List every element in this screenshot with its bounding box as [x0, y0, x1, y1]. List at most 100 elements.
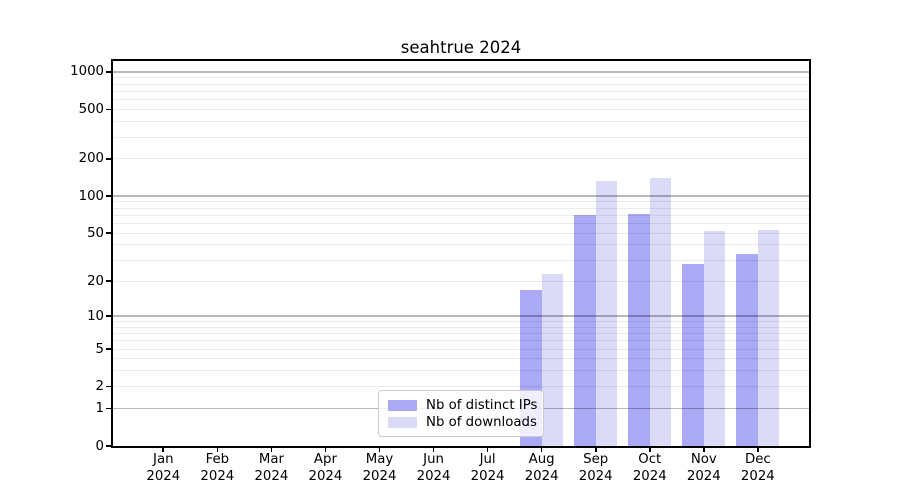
x-tick-month: Jun: [423, 452, 444, 467]
gridline-minor: [113, 358, 809, 360]
x-tick-year: 2024: [632, 468, 667, 484]
gridline-major: [113, 315, 809, 317]
x-tick-month: Feb: [205, 452, 230, 467]
bar-downloads-oct: [649, 178, 672, 446]
x-tick-label-may: May 2024: [348, 452, 412, 485]
x-tick-month: Jul: [479, 452, 496, 467]
bar-downloads-nov: [703, 231, 726, 446]
legend-item-downloads: Nb of downloads: [388, 415, 537, 430]
gridline-minor: [113, 158, 809, 160]
gridline-minor: [113, 386, 809, 388]
x-tick-month: Dec: [744, 452, 771, 467]
y-tick-label-5: 5: [95, 341, 104, 357]
gridline-minor: [113, 90, 809, 92]
grid-layer: [113, 61, 809, 446]
x-tick-label-mar: Mar 2024: [239, 452, 303, 485]
gridline-minor: [113, 280, 809, 282]
gridline-minor: [113, 214, 809, 216]
y-tick-label-100: 100: [78, 188, 104, 204]
x-tick-label-jan: Jan 2024: [131, 452, 195, 485]
x-tick-mark-nov: [702, 446, 705, 452]
gridline-minor: [113, 77, 809, 79]
bar-ips-nov: [682, 263, 704, 446]
y-tick-mark-50: [106, 232, 113, 234]
legend-label-distinct-ips: Nb of distinct IPs: [426, 398, 538, 413]
gridline-minor: [113, 244, 809, 246]
gridline-minor: [113, 370, 809, 372]
x-tick-label-nov: Nov 2024: [672, 452, 736, 485]
gridline-minor: [113, 320, 809, 322]
x-tick-label-feb: Feb 2024: [185, 452, 249, 485]
gridline-minor: [113, 332, 809, 334]
bar-downloads-dec: [757, 230, 780, 446]
x-tick-month: Oct: [638, 452, 662, 467]
y-tick-mark-2: [106, 385, 113, 388]
x-tick-mark-jul: [486, 446, 489, 452]
x-tick-label-jul: Jul 2024: [456, 452, 520, 485]
x-tick-month: Apr: [313, 452, 337, 467]
bar-ips-sep: [574, 215, 596, 446]
x-tick-mark-oct: [648, 446, 651, 452]
x-tick-year: 2024: [578, 468, 613, 484]
gridline-minor: [113, 326, 809, 328]
gridline-minor: [113, 201, 809, 203]
x-tick-year: 2024: [308, 468, 343, 484]
x-tick-label-jun: Jun 2024: [402, 452, 466, 485]
x-tick-month: Aug: [528, 452, 555, 467]
y-tick-label-10: 10: [87, 308, 104, 324]
gridline-minor: [113, 340, 809, 342]
x-tick-mark-aug: [540, 446, 543, 452]
gridline-minor: [113, 222, 809, 224]
y-tick-label-2: 2: [95, 379, 104, 395]
y-tick-mark-500: [106, 108, 113, 111]
x-tick-label-oct: Oct 2024: [618, 452, 682, 485]
x-tick-year: 2024: [524, 468, 559, 484]
x-tick-label-aug: Aug 2024: [510, 452, 574, 485]
x-tick-year: 2024: [416, 468, 451, 484]
bar-ips-dec: [736, 253, 758, 446]
x-tick-label-dec: Dec 2024: [726, 452, 790, 485]
gridline-minor: [113, 207, 809, 209]
y-tick-label-0: 0: [95, 438, 104, 454]
gridline-minor: [113, 259, 809, 261]
x-tick-mark-feb: [216, 446, 219, 452]
y-tick-mark-1000: [106, 71, 113, 73]
gridline-minor: [113, 348, 809, 350]
x-tick-year: 2024: [254, 468, 289, 484]
plot-area: [111, 59, 811, 448]
x-tick-year: 2024: [686, 468, 721, 484]
legend: Nb of distinct IPs Nb of downloads: [378, 390, 544, 437]
y-tick-mark-20: [106, 280, 113, 283]
legend-label-downloads: Nb of downloads: [426, 415, 537, 430]
gridline-major: [113, 195, 809, 197]
x-tick-mark-jan: [162, 446, 165, 452]
x-tick-year: 2024: [146, 468, 181, 484]
x-tick-label-sep: Sep 2024: [564, 452, 628, 485]
y-tick-label-20: 20: [87, 273, 104, 289]
x-tick-mark-sep: [594, 446, 597, 452]
bar-ips-oct: [628, 213, 650, 446]
x-tick-label-apr: Apr 2024: [293, 452, 357, 485]
y-tick-mark-1: [106, 407, 113, 410]
x-tick-month: Sep: [583, 452, 609, 467]
y-tick-mark-200: [106, 158, 113, 160]
bar-layer: [113, 61, 809, 446]
y-tick-label-1: 1: [95, 400, 104, 416]
y-tick-mark-10: [106, 315, 113, 318]
gridline-major: [113, 71, 809, 73]
x-tick-mark-jun: [432, 446, 435, 452]
y-tick-mark-5: [106, 348, 113, 350]
y-tick-label-50: 50: [87, 225, 104, 241]
gridline-minor: [113, 136, 809, 138]
bar-downloads-sep: [595, 180, 618, 446]
x-tick-month: May: [365, 452, 394, 467]
bar-downloads-aug: [541, 273, 564, 446]
gridline-minor: [113, 83, 809, 85]
y-tick-mark-100: [106, 195, 113, 197]
gridline-minor: [113, 232, 809, 234]
x-tick-mark-dec: [757, 446, 759, 452]
gridline-minor: [113, 108, 809, 110]
x-tick-year: 2024: [362, 468, 397, 484]
x-tick-mark-mar: [270, 446, 273, 452]
y-tick-mark-0: [106, 445, 113, 447]
